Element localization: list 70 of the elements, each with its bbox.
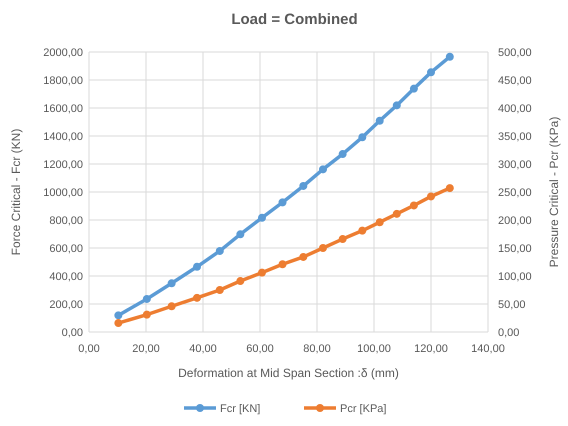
point	[236, 230, 244, 238]
y-tick-label: 1200,00	[43, 159, 83, 171]
x-tick-label: 40,00	[189, 343, 217, 355]
y2-tick-label: 300,00	[498, 159, 532, 171]
y2-tick-label: 350,00	[498, 131, 532, 143]
y-tick-label: 1000,00	[43, 187, 83, 199]
x-tick-label: 60,00	[246, 343, 274, 355]
point	[338, 235, 347, 244]
y2-tick-label: 400,00	[498, 103, 532, 115]
point	[358, 133, 366, 142]
y-tick-label: 200,00	[49, 299, 83, 311]
legend-label: Pcr [KPa]	[340, 403, 386, 415]
point	[446, 184, 454, 192]
point	[278, 260, 287, 268]
x-tick-label: 120,00	[414, 343, 448, 355]
x-tick-label: 140,00	[471, 343, 505, 355]
point	[216, 286, 224, 294]
x-tick-label: 20,00	[132, 343, 160, 355]
point	[258, 268, 266, 277]
y2-tick-label: 200,00	[498, 215, 532, 227]
y-tick-label: 400,00	[49, 271, 83, 283]
point	[427, 68, 435, 76]
y2-tick-label: 0,00	[498, 327, 520, 339]
y-tick-label: 1600,00	[43, 103, 83, 115]
point	[168, 302, 176, 310]
y2-tick-label: 450,00	[498, 75, 532, 87]
point	[410, 84, 418, 93]
y2-tick-label: 100,00	[498, 271, 532, 283]
point	[216, 246, 224, 255]
point	[142, 294, 151, 303]
y2-tick-label: 150,00	[498, 243, 532, 255]
legend-label: Fcr [KN]	[220, 403, 260, 415]
y-tick-label: 0,00	[62, 327, 83, 339]
point	[299, 252, 308, 261]
point	[142, 310, 151, 319]
point	[258, 214, 266, 222]
point	[376, 116, 384, 125]
point	[318, 244, 327, 252]
point	[318, 165, 327, 174]
y-tick-label: 2000,00	[43, 47, 83, 59]
point	[338, 150, 347, 158]
x-tick-label: 0,00	[78, 343, 100, 355]
point	[193, 294, 202, 302]
x-axis-title: Deformation at Mid Span Section :δ (mm)	[178, 366, 399, 380]
y2-tick-label: 500,00	[498, 47, 532, 59]
point	[358, 226, 366, 235]
point	[427, 192, 435, 200]
y-axis-title: Force Critical - Fcr (KN)	[9, 128, 23, 256]
point	[392, 101, 401, 110]
point	[168, 279, 176, 288]
x-tick-label: 100,00	[357, 343, 391, 355]
y2-tick-label: 50,00	[498, 299, 526, 311]
y2-tick-label: 250,00	[498, 187, 532, 199]
point	[278, 198, 287, 206]
y2-axis-title: Pressure Critical - Pcr (KPa)	[547, 116, 561, 268]
point	[392, 210, 401, 218]
point	[236, 277, 244, 286]
point	[114, 311, 122, 320]
y-tick-label: 1400,00	[43, 131, 83, 143]
point	[299, 182, 308, 190]
point	[114, 319, 122, 328]
point	[410, 201, 418, 210]
y-tick-label: 600,00	[49, 243, 83, 255]
point	[376, 218, 384, 226]
x-tick-label: 80,00	[303, 343, 331, 355]
point	[193, 262, 202, 271]
point	[446, 52, 454, 61]
chart-title: Load = Combined	[231, 11, 358, 28]
y-tick-label: 1800,00	[43, 75, 83, 87]
y-tick-label: 800,00	[49, 215, 83, 227]
